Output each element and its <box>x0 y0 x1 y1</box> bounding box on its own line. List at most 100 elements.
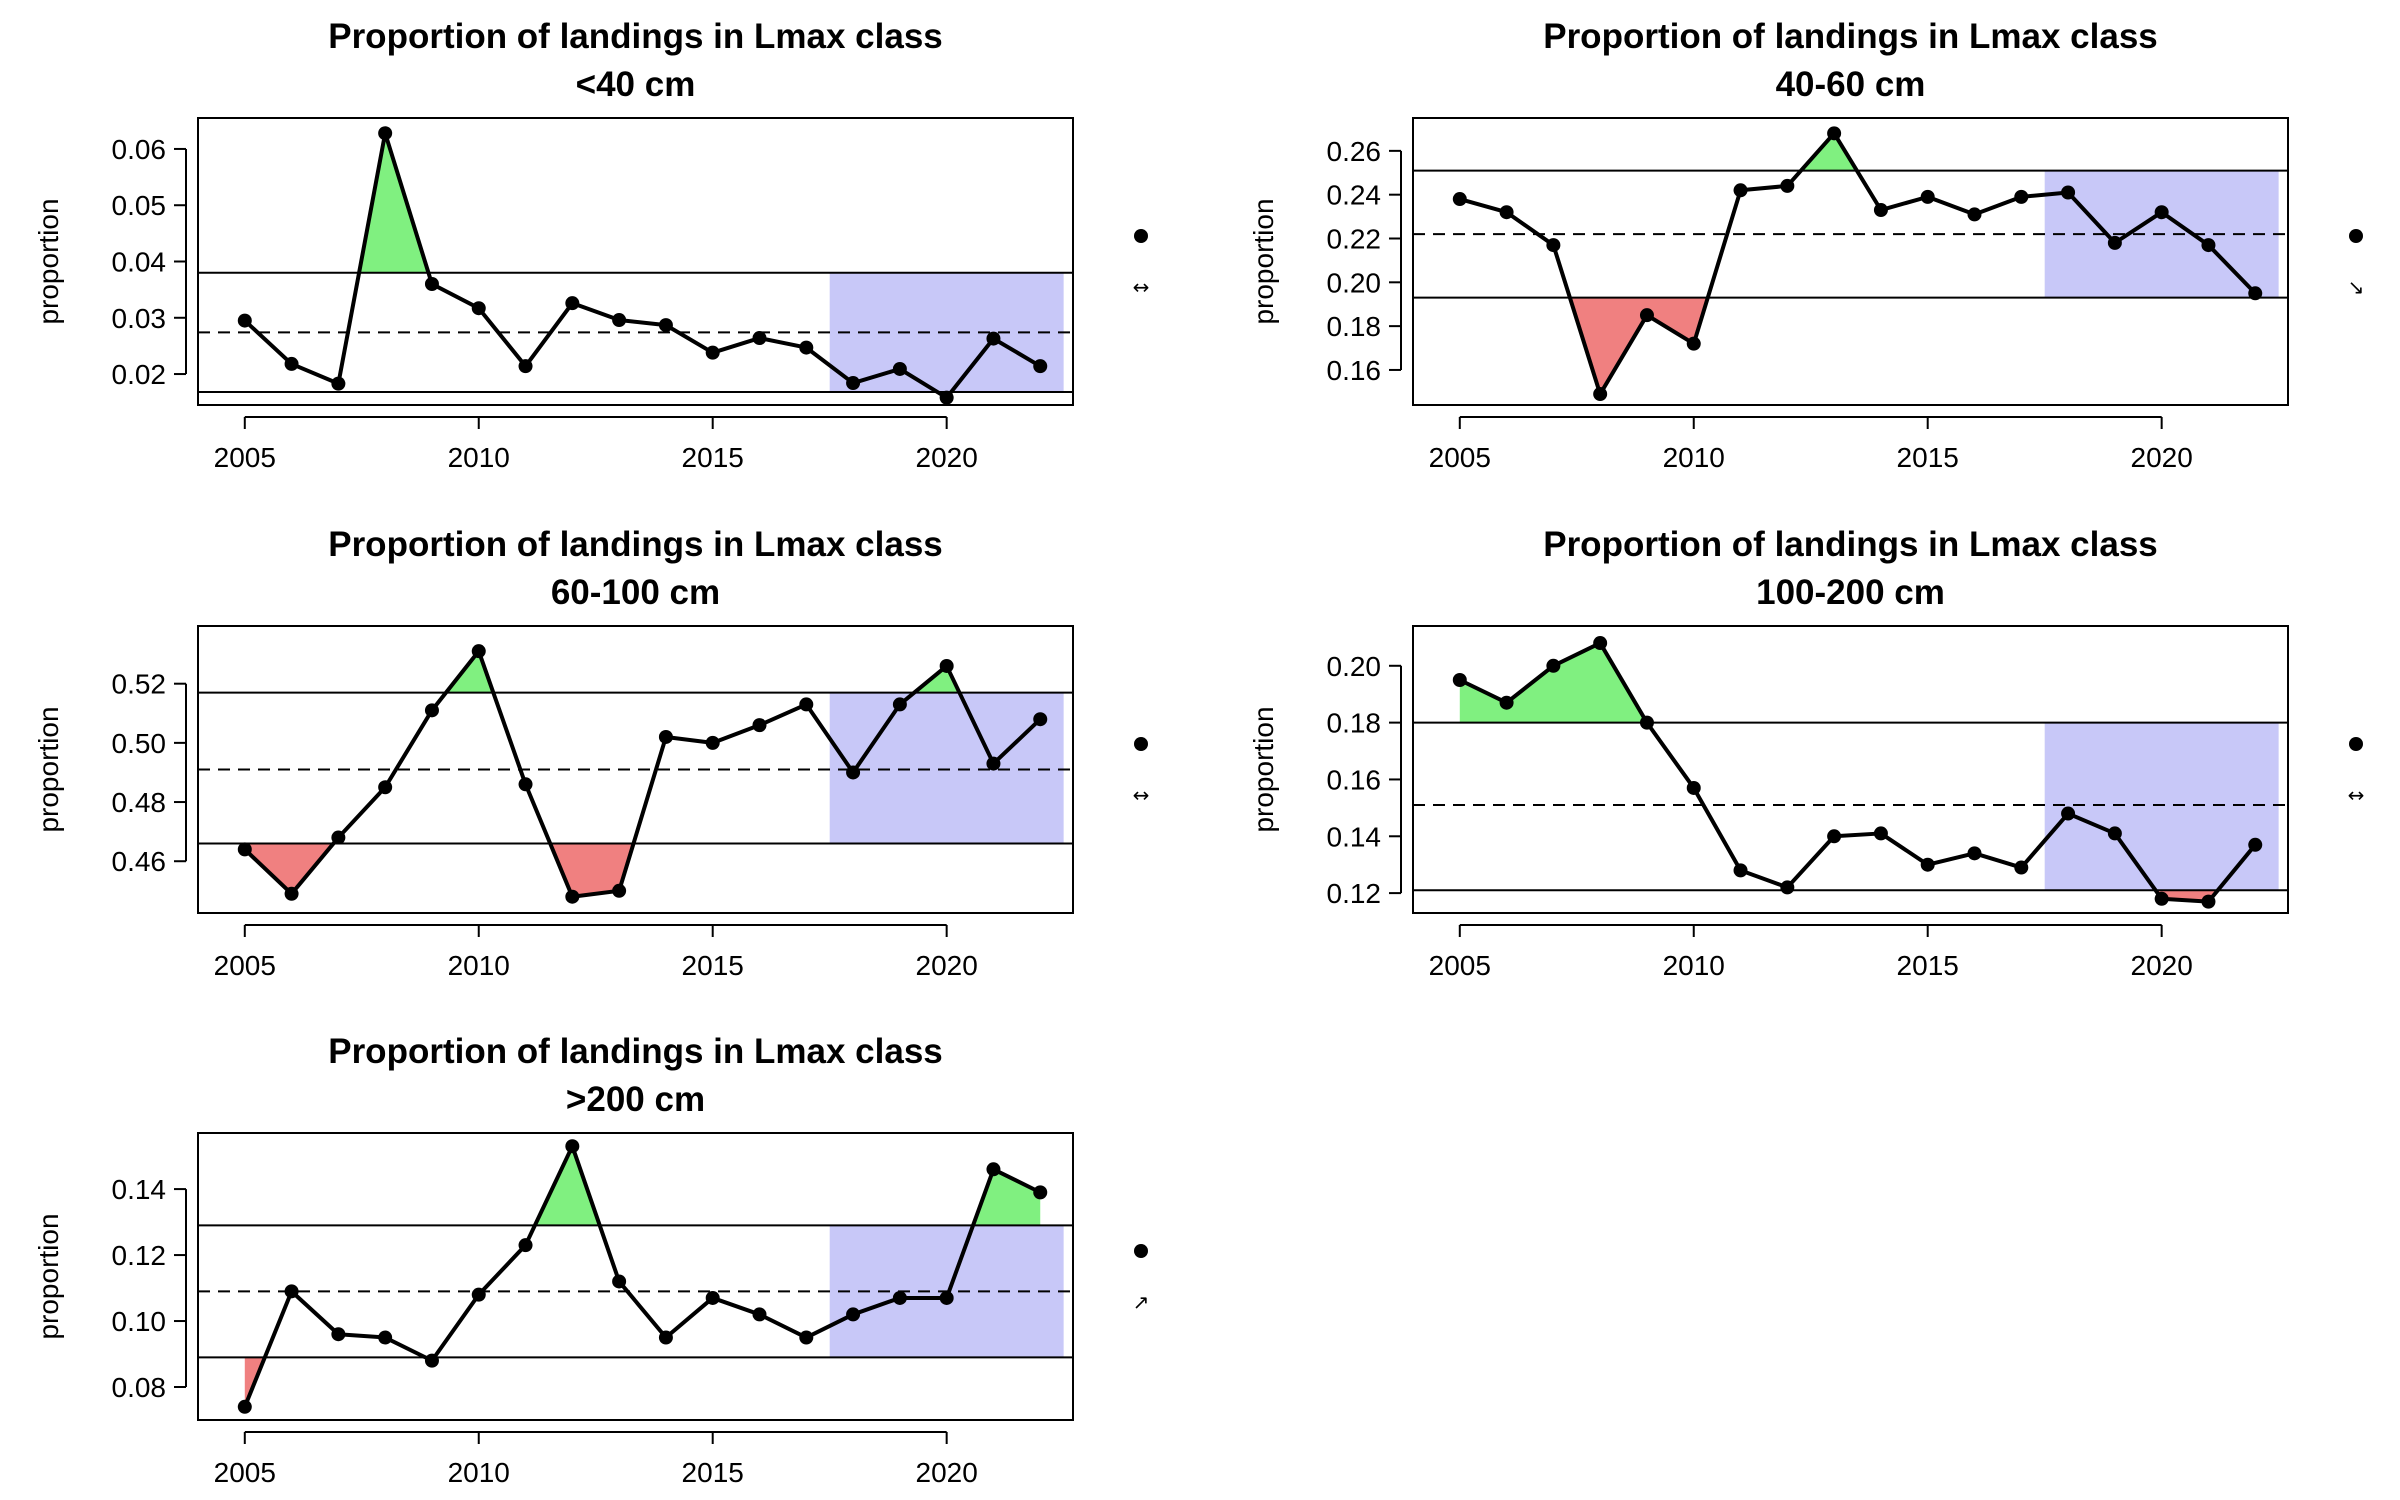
data-point <box>1733 183 1748 198</box>
y-tick-label: 0.24 <box>1327 180 1382 211</box>
status-dot-icon <box>1134 1244 1148 1258</box>
y-tick-label: 0.48 <box>112 787 167 818</box>
y-tick-label: 0.20 <box>1327 651 1382 682</box>
y-tick-label: 0.04 <box>112 247 167 278</box>
series-line <box>243 649 1042 899</box>
status-dot-icon <box>1134 737 1148 751</box>
data-point <box>284 1284 299 1299</box>
data-point <box>1452 672 1467 687</box>
data-point <box>1780 880 1795 895</box>
y-axis-label: proportion <box>33 198 64 324</box>
x-tick-label: 2005 <box>214 1457 276 1488</box>
data-point <box>1452 192 1467 207</box>
data-point <box>1873 826 1888 841</box>
y-axis-label: proportion <box>33 1213 64 1339</box>
chart-panel-2: 2005 2010 2015 2020 0.16 0.18 0.20 0.22 0.24 0.26… <box>1248 17 2364 473</box>
plot-frame <box>1412 117 2289 406</box>
data-point <box>284 356 299 371</box>
status-dot-icon <box>2349 737 2363 751</box>
y-tick-label: 0.08 <box>112 1372 167 1403</box>
chart-subtitle: <40 cm <box>576 65 696 104</box>
data-point <box>565 296 580 311</box>
x-tick-label: 2005 <box>1429 442 1491 473</box>
data-point <box>1686 780 1701 795</box>
data-point <box>2107 235 2122 250</box>
status-dot-icon <box>2349 229 2363 243</box>
below-threshold-area <box>550 843 634 897</box>
below-threshold-area <box>244 843 334 894</box>
data-point <box>1033 1185 1048 1200</box>
data-point <box>378 126 393 141</box>
data-point <box>237 313 252 328</box>
series-line <box>243 131 1042 400</box>
y-tick-label: 0.16 <box>1327 355 1382 386</box>
chart-title: Proportion of landings in Lmax class <box>328 525 943 564</box>
data-point <box>1827 829 1842 844</box>
data-point <box>2154 205 2169 220</box>
trend-arrow-icon: ↔ <box>2348 783 2365 807</box>
trend-arrow-icon: ↔ <box>1133 275 1150 299</box>
data-point <box>799 697 814 712</box>
data-point <box>1546 238 1561 253</box>
chart-panel-5: 2005 2010 2015 2020 0.08 0.10 0.12 0.14 proporti… <box>33 1032 1149 1488</box>
chart-subtitle: >200 cm <box>566 1080 705 1119</box>
y-tick-label: 0.14 <box>1327 821 1382 852</box>
x-tick-label: 2015 <box>682 1457 744 1488</box>
data-point <box>1593 636 1608 651</box>
data-point <box>892 697 907 712</box>
chart-panel-3: 2005 2010 2015 2020 0.46 0.48 0.50 0.52 proporti… <box>33 525 1149 981</box>
data-point <box>1033 359 1048 374</box>
plot-frame <box>197 625 1074 914</box>
chart-panel-4: 2005 2010 2015 2020 0.12 0.14 0.16 0.18 0.20 prop… <box>1248 525 2364 981</box>
data-point <box>2061 806 2076 821</box>
data-point <box>2248 286 2263 301</box>
chart-panel-1: 2005 2010 2015 2020 0.02 0.03 0.04 0.05 0.06 prop… <box>33 17 1149 473</box>
chart-title: Proportion of landings in Lmax class <box>1543 525 2158 564</box>
data-point <box>1780 178 1795 193</box>
series-line <box>242 1144 1042 1408</box>
below-threshold-area <box>1569 297 1708 395</box>
x-tick-label: 2020 <box>916 1457 978 1488</box>
chart-subtitle: 40-60 cm <box>1776 65 1926 104</box>
data-point <box>892 1290 907 1305</box>
data-point <box>518 777 533 792</box>
x-tick-label: 2010 <box>1663 442 1725 473</box>
above-threshold-area <box>1800 133 1857 171</box>
x-tick-label: 2020 <box>2131 442 2193 473</box>
chart-title: Proportion of landings in Lmax class <box>328 1032 943 1071</box>
chart-subtitle: 100-200 cm <box>1756 573 1945 612</box>
data-point <box>424 1353 439 1368</box>
data-point <box>1967 846 1982 861</box>
data-point <box>705 1290 720 1305</box>
y-tick-label: 0.18 <box>1327 311 1382 342</box>
data-point <box>2248 837 2263 852</box>
data-point <box>1499 205 1514 220</box>
data-point <box>658 318 673 333</box>
x-tick-label: 2005 <box>214 950 276 981</box>
x-tick-label: 2015 <box>682 950 744 981</box>
y-tick-label: 0.12 <box>1327 878 1382 909</box>
above-threshold-area <box>359 133 429 273</box>
y-tick-label: 0.10 <box>112 1306 167 1337</box>
data-point <box>986 331 1001 346</box>
series-line <box>1459 131 2257 397</box>
data-point <box>846 1307 861 1322</box>
data-point <box>705 345 720 360</box>
x-tick-label: 2010 <box>448 442 510 473</box>
data-point <box>331 830 346 845</box>
data-point <box>565 889 580 904</box>
data-point <box>378 780 393 795</box>
data-point <box>331 1327 346 1342</box>
data-point <box>612 883 627 898</box>
data-point <box>424 277 439 292</box>
trend-arrow-icon: ↘ <box>2348 275 2365 299</box>
x-tick-label: 2020 <box>916 442 978 473</box>
data-point <box>1033 712 1048 727</box>
data-point <box>2014 189 2029 204</box>
y-tick-label: 0.18 <box>1327 708 1382 739</box>
data-point <box>986 1162 1001 1177</box>
data-point <box>939 390 954 405</box>
data-point <box>2107 826 2122 841</box>
data-point <box>471 1287 486 1302</box>
